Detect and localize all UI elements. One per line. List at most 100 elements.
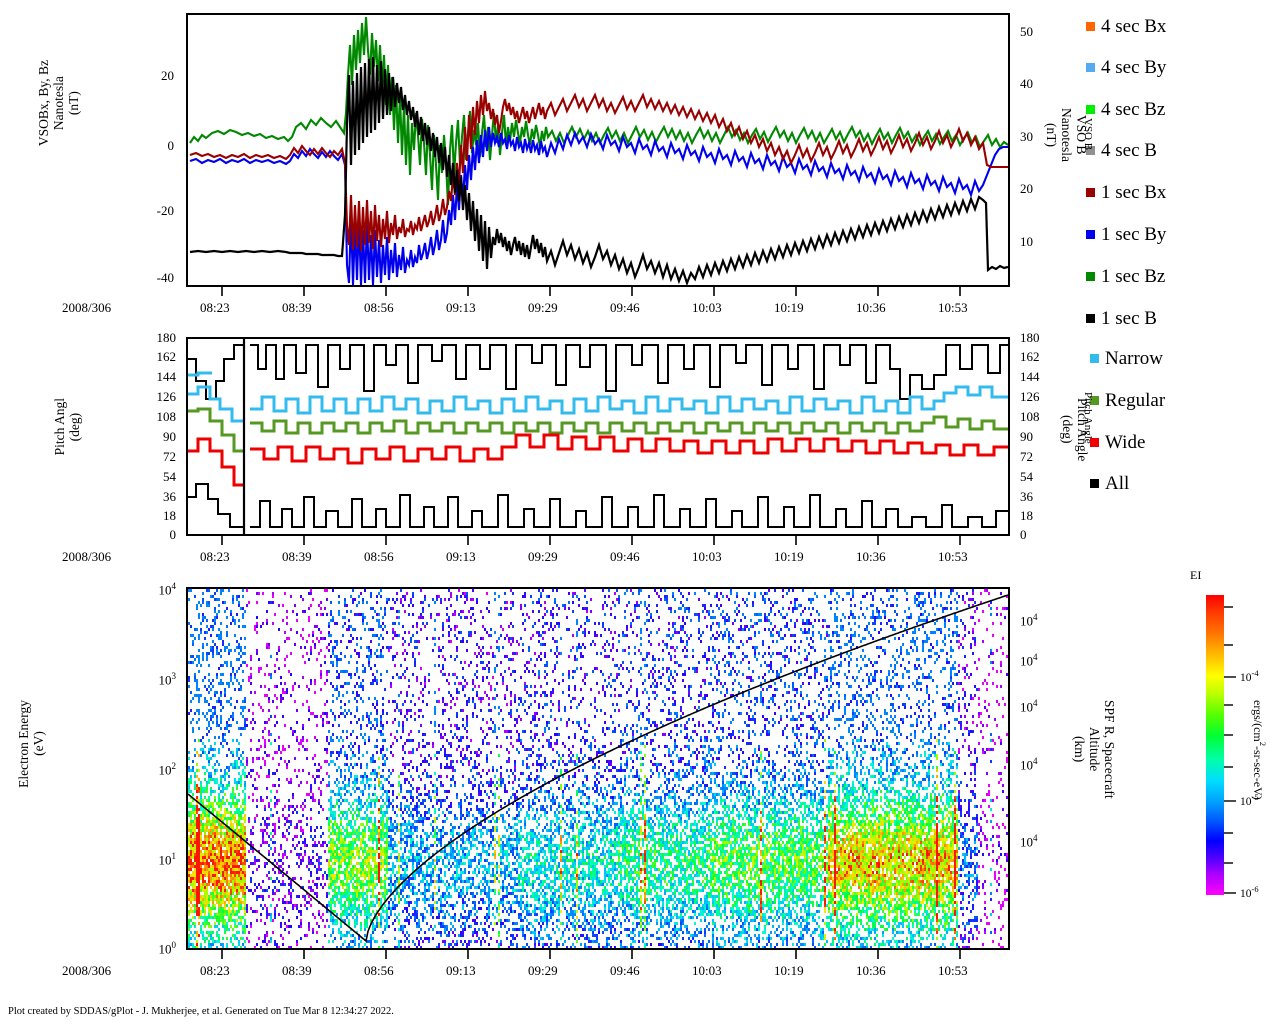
axis-title-line: SPF R, Spacecraft: [1102, 700, 1117, 799]
tick-label: 0: [169, 527, 177, 542]
pitch-angle-plot: [188, 339, 1008, 534]
panel3-left-axis-title: Electron Energy (eV): [16, 700, 46, 788]
tick-label: 50: [1020, 24, 1033, 39]
legend-swatch: [1086, 230, 1095, 239]
colorbar-ticks: 10-4 10-5 10-6: [1224, 595, 1280, 900]
tick-label: 144: [1020, 369, 1040, 384]
tick-label: 54: [163, 469, 176, 484]
legend-item-regular[interactable]: Regular: [1090, 391, 1165, 410]
legend-label: Regular: [1105, 390, 1166, 411]
tick-label: 104: [1020, 756, 1038, 773]
legend-label: Narrow: [1105, 348, 1164, 369]
legend-label: 4 sec B: [1101, 140, 1157, 161]
legend-swatch: [1090, 396, 1099, 405]
tick-label: 100: [158, 940, 177, 957]
tick-label: 101: [158, 851, 177, 868]
legend-swatch: [1086, 105, 1095, 114]
spacecraft-altitude-curve: [188, 594, 1008, 943]
footer-credit: Plot created by SDDAS/gPlot - J. Mukherj…: [8, 1006, 394, 1017]
panel2-date-label: 2008/306: [62, 549, 112, 564]
tick-label: 18: [1020, 508, 1033, 523]
panel3-left-ticks: 104 103 102 101 100: [128, 581, 184, 955]
tick-label: 180: [1020, 330, 1040, 345]
legend-item-4sec-bz[interactable]: 4 sec Bz: [1086, 100, 1165, 119]
legend-item-narrow[interactable]: Narrow: [1090, 349, 1163, 368]
tick-label: 0: [167, 138, 175, 153]
tick-label: 108: [156, 409, 177, 424]
axis-title-line: (km): [1072, 736, 1087, 763]
xtick-label: 10:53: [938, 300, 968, 315]
xtick-label: 10:19: [774, 963, 804, 978]
tick-label: 108: [1020, 409, 1040, 424]
xtick-label: 09:13: [446, 963, 476, 978]
series-1sec-b: [189, 56, 1008, 285]
legend-item-all[interactable]: All: [1090, 474, 1129, 493]
xtick-label: 09:29: [528, 300, 558, 315]
legend-item-4sec-bx[interactable]: 4 sec Bx: [1086, 17, 1166, 36]
legend-item-1sec-b[interactable]: 1 sec B: [1086, 309, 1157, 328]
xtick-label: 08:23: [200, 300, 230, 315]
tick-label: 180: [156, 330, 177, 345]
colorbar: [1206, 595, 1224, 895]
panel2-right-axis-title: Pitch Angle (deg): [1060, 398, 1090, 461]
tick-label: 104: [158, 581, 177, 598]
xtick-label: 08:39: [282, 963, 312, 978]
panel3-xaxis: 08:23 08:39 08:56 09:13 09:29 09:46 10:0…: [186, 950, 1010, 980]
panel3-date-label: 2008/306: [62, 963, 112, 978]
panel3-right-ticks: 104 104 104 104 104: [1016, 587, 1066, 950]
tick-label: 104: [1020, 833, 1038, 850]
panel1-left-ticks: 20 0 -20 -40: [140, 13, 184, 287]
tick-label: 144: [156, 369, 177, 384]
xtick-label: 10:53: [938, 549, 968, 564]
legend-item-wide[interactable]: Wide: [1090, 433, 1145, 452]
axis-title-line: (eV): [31, 731, 46, 757]
panel2-left-ticks: 180 162 144 126 108 90 72 54 36 18 0: [140, 331, 184, 541]
xtick-label: 09:13: [446, 300, 476, 315]
xtick-label: 08:39: [282, 300, 312, 315]
axis-title-line: (nT): [1044, 122, 1059, 147]
axis-title-line: VSOBx, By, Bz: [36, 60, 51, 147]
series-narrow: [188, 371, 1008, 423]
axis-title-line: Altitude: [1087, 727, 1102, 772]
tick-label: 20: [1020, 181, 1033, 196]
legend-item-1sec-bx[interactable]: 1 sec Bx: [1086, 183, 1166, 202]
colorbar-title: EI: [1190, 568, 1202, 582]
tick-label: 18: [163, 508, 176, 523]
xtick-label: 10:36: [856, 549, 886, 564]
xtick-label: 10:03: [692, 963, 722, 978]
tick-label: 104: [1020, 698, 1038, 715]
legend-swatch: [1086, 272, 1095, 281]
xtick-label: 10:36: [856, 300, 886, 315]
panel2-left-axis-title: Pitch Angl (deg): [52, 398, 82, 455]
panel2-right-ticks: 180 162 144 126 108 90 72 54 36 18 0: [1016, 331, 1056, 541]
legend-item-1sec-bz[interactable]: 1 sec Bz: [1086, 267, 1165, 286]
legend-label: 4 sec Bz: [1101, 99, 1166, 120]
legend-label: 4 sec Bx: [1101, 16, 1167, 37]
xtick-label: 08:23: [200, 963, 230, 978]
tick-label: 162: [1020, 349, 1040, 364]
axis-title-line: (deg): [67, 412, 82, 441]
legend-label: 1 sec Bz: [1101, 266, 1166, 287]
series-wide: [188, 433, 1008, 487]
tick-label: 90: [1020, 429, 1033, 444]
electron-spectrogram-plot: [188, 589, 1008, 948]
axis-title-line: Pitch Angl: [52, 398, 67, 456]
legend-item-1sec-by[interactable]: 1 sec By: [1086, 225, 1166, 244]
legend-swatch: [1090, 354, 1099, 363]
tick-label: 36: [163, 489, 176, 504]
magnetic-field-plot: [189, 16, 1008, 285]
xtick-label: 09:46: [610, 963, 640, 978]
tick-label: -40: [156, 270, 174, 285]
colorbar-tick-label: 10-5: [1240, 792, 1259, 808]
axis-title-line: Electron Energy: [16, 700, 31, 788]
tick-label: 102: [158, 761, 177, 778]
xtick-label: 10:03: [692, 549, 722, 564]
xtick-label: 10:19: [774, 549, 804, 564]
xtick-label: 08:56: [364, 300, 394, 315]
colorbar-tick-label: 10-6: [1240, 884, 1259, 900]
legend-item-4sec-b[interactable]: 4 sec B: [1086, 141, 1157, 160]
legend-swatch: [1086, 188, 1095, 197]
legend-item-4sec-by[interactable]: 4 sec By: [1086, 58, 1166, 77]
tick-label: 162: [156, 349, 177, 364]
